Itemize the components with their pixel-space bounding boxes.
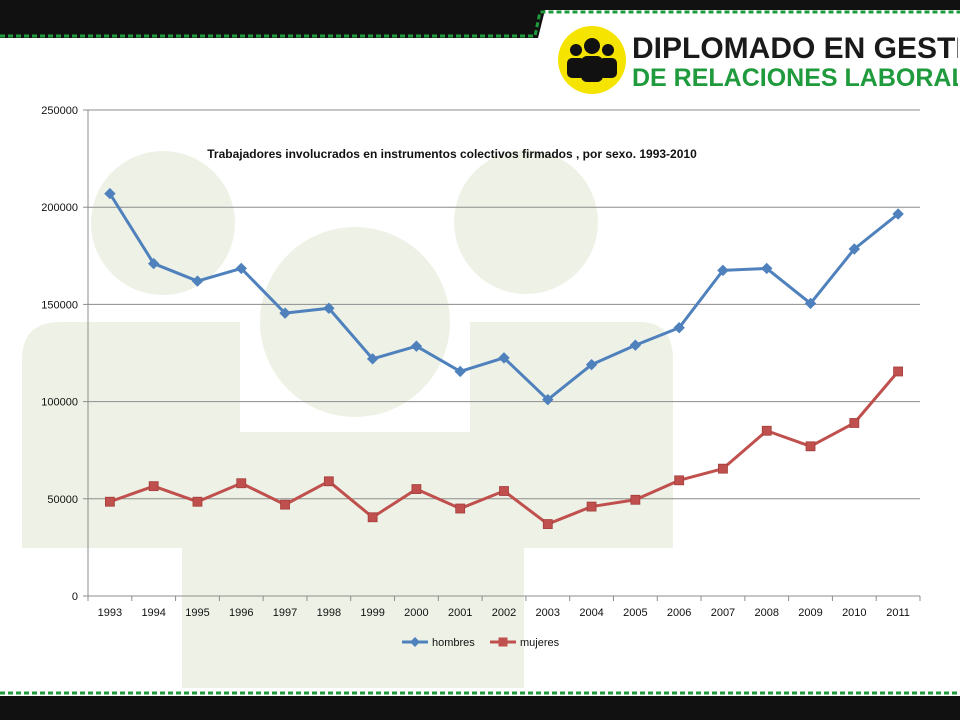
data-point bbox=[323, 302, 335, 314]
data-point bbox=[192, 496, 203, 507]
data-point bbox=[718, 463, 728, 474]
logo: DIPLOMADO EN GESTIÓN DE RELACIONES LABOR… bbox=[558, 26, 958, 94]
chart-gridlines bbox=[83, 109, 920, 597]
x-tick-label: 1998 bbox=[317, 607, 341, 619]
x-axis-tick-labels: 1993 1994 1995 1996 1997 1998 1999 2000 2001 2002… bbox=[98, 607, 910, 619]
data-point bbox=[147, 257, 160, 270]
data-point bbox=[499, 486, 509, 496]
y-tick-label: 0 bbox=[72, 591, 78, 603]
data-point bbox=[893, 366, 904, 377]
data-point bbox=[761, 425, 772, 436]
x-tick-label: 1995 bbox=[185, 607, 209, 619]
data-point bbox=[804, 297, 817, 310]
x-tick-label: 1997 bbox=[273, 607, 297, 619]
data-point bbox=[673, 322, 685, 334]
data-point bbox=[280, 499, 290, 510]
series-line bbox=[108, 192, 900, 402]
legend-marker bbox=[498, 637, 508, 647]
series-hombres bbox=[104, 187, 904, 406]
top-banner bbox=[0, 0, 960, 38]
chart-axes bbox=[87, 110, 921, 601]
x-tick-label: 1994 bbox=[141, 607, 165, 619]
data-point bbox=[366, 353, 379, 365]
legend-item-hombres: hombres bbox=[402, 637, 475, 649]
bottom-banner bbox=[0, 691, 960, 720]
x-tick-label: 2010 bbox=[842, 607, 866, 619]
data-point bbox=[104, 496, 115, 507]
data-point bbox=[805, 441, 816, 452]
data-point bbox=[848, 243, 861, 255]
data-point bbox=[585, 358, 598, 371]
legend-item-mujeres: mujeres bbox=[490, 637, 560, 649]
data-point bbox=[630, 494, 641, 505]
people-group-icon bbox=[567, 38, 617, 82]
legend-label: hombres bbox=[432, 637, 475, 649]
data-point bbox=[104, 187, 116, 200]
data-point bbox=[849, 418, 860, 428]
y-axis-tick-labels: 0 50000 100000 150000 200000 250000 bbox=[41, 105, 78, 603]
data-point bbox=[542, 393, 554, 406]
data-point bbox=[498, 352, 510, 364]
data-point bbox=[717, 264, 729, 277]
x-tick-label: 2002 bbox=[492, 607, 516, 619]
logo-title-line1: DIPLOMADO EN GESTIÓN bbox=[632, 31, 958, 65]
chart-legend: hombres mujeres bbox=[402, 637, 560, 649]
data-point bbox=[279, 307, 291, 319]
x-tick-label: 1993 bbox=[98, 607, 122, 619]
y-tick-label: 250000 bbox=[41, 105, 78, 117]
data-point bbox=[410, 340, 423, 352]
data-point bbox=[148, 481, 159, 492]
x-tick-label: 2011 bbox=[886, 607, 910, 619]
data-point bbox=[191, 275, 204, 287]
data-point bbox=[367, 512, 378, 523]
logo-title-line2: DE RELACIONES LABORALES bbox=[632, 64, 958, 92]
x-tick-label: 2000 bbox=[404, 607, 428, 619]
legend-label: mujeres bbox=[520, 637, 560, 649]
y-tick-label: 50000 bbox=[47, 494, 78, 506]
y-tick-label: 200000 bbox=[41, 202, 78, 214]
x-tick-label: 2006 bbox=[667, 607, 691, 619]
data-point bbox=[542, 519, 553, 529]
series-mujeres bbox=[104, 366, 904, 529]
chart-title: Trabajadores involucrados en instrumento… bbox=[207, 147, 697, 161]
data-point bbox=[455, 503, 466, 514]
data-point bbox=[674, 475, 685, 486]
y-tick-label: 150000 bbox=[41, 299, 78, 311]
x-tick-label: 1999 bbox=[360, 607, 384, 619]
data-point bbox=[892, 208, 904, 220]
x-tick-label: 2008 bbox=[754, 607, 778, 619]
data-point bbox=[629, 339, 642, 351]
data-point bbox=[761, 262, 773, 275]
legend-marker bbox=[410, 637, 420, 647]
x-tick-label: 2001 bbox=[448, 607, 472, 619]
series-line bbox=[109, 370, 900, 526]
x-tick-label: 2005 bbox=[623, 607, 647, 619]
data-point bbox=[454, 365, 466, 378]
x-tick-label: 2003 bbox=[536, 607, 560, 619]
data-point bbox=[236, 478, 247, 489]
x-tick-label: 2004 bbox=[579, 607, 603, 619]
y-tick-label: 100000 bbox=[41, 397, 78, 409]
data-point bbox=[235, 262, 247, 275]
data-point bbox=[586, 501, 597, 512]
data-point bbox=[323, 476, 334, 487]
data-point bbox=[411, 484, 422, 494]
x-tick-label: 2007 bbox=[711, 607, 735, 619]
chart-series bbox=[104, 187, 904, 529]
x-tick-label: 2009 bbox=[798, 607, 822, 619]
x-tick-label: 1996 bbox=[229, 607, 253, 619]
